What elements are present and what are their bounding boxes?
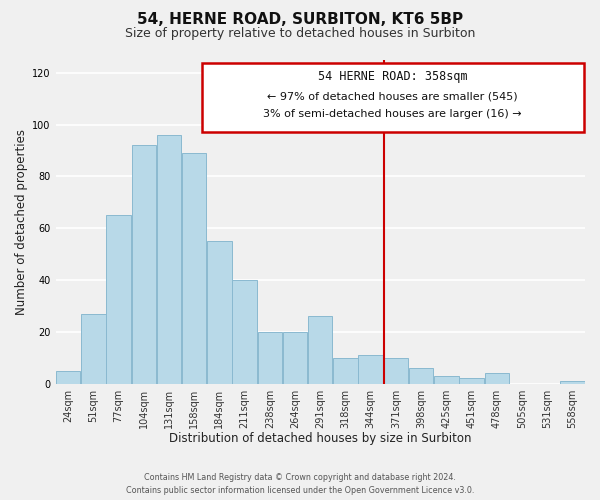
Bar (56, 370, 80, 384)
Bar (409, 368, 433, 384)
FancyBboxPatch shape (202, 62, 584, 132)
Bar (308, 316, 332, 384)
Bar (383, 358, 408, 384)
Text: Size of property relative to detached houses in Surbiton: Size of property relative to detached ho… (125, 28, 475, 40)
Bar (106, 216, 131, 384)
Bar (207, 241, 232, 384)
Text: ← 97% of detached houses are smaller (545): ← 97% of detached houses are smaller (54… (268, 91, 518, 101)
Bar (182, 153, 206, 384)
X-axis label: Distribution of detached houses by size in Surbiton: Distribution of detached houses by size … (169, 432, 472, 445)
Bar (131, 146, 156, 384)
Text: 3% of semi-detached houses are larger (16) →: 3% of semi-detached houses are larger (1… (263, 110, 522, 120)
Text: Contains HM Land Registry data © Crown copyright and database right 2024.
Contai: Contains HM Land Registry data © Crown c… (126, 473, 474, 495)
Text: 54 HERNE ROAD: 358sqm: 54 HERNE ROAD: 358sqm (318, 70, 467, 84)
Bar (560, 381, 584, 384)
Bar (434, 376, 458, 384)
Bar (358, 355, 383, 384)
Text: 54, HERNE ROAD, SURBITON, KT6 5BP: 54, HERNE ROAD, SURBITON, KT6 5BP (137, 12, 463, 28)
Y-axis label: Number of detached properties: Number of detached properties (15, 129, 28, 315)
Bar (257, 332, 282, 384)
Bar (157, 135, 181, 384)
Bar (460, 378, 484, 384)
Bar (333, 358, 358, 384)
Bar (283, 332, 307, 384)
Bar (485, 373, 509, 384)
Bar (81, 314, 106, 384)
Bar (232, 280, 257, 384)
